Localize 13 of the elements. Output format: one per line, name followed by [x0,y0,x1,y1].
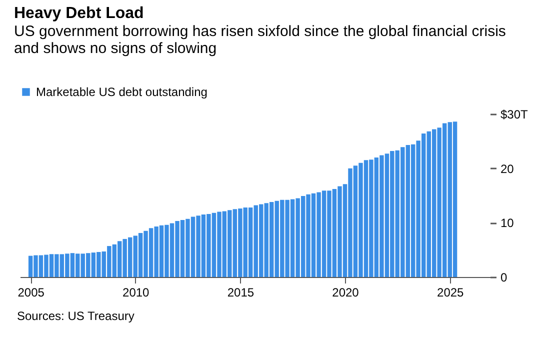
chart-title: Heavy Debt Load [14,5,144,22]
y-tick-label: $30T [500,108,529,122]
x-tick-label: 2015 [227,286,254,300]
x-tick-label: 2025 [437,286,464,300]
x-tick-label: 2010 [122,286,150,300]
x-tick-label: 2020 [332,286,360,300]
y-tick-label: 20 [500,162,514,176]
chart-subtitle: US government borrowing has risen sixfold since the global financial crisis and shows no signs of slowing [14,23,506,57]
legend-label: Marketable US debt outstanding [36,85,208,99]
y-tick-label: 0 [500,270,508,284]
source-note: Sources: US Treasury [17,309,134,323]
y-tick-label: 10 [500,216,514,230]
x-tick-label: 2005 [18,286,45,300]
